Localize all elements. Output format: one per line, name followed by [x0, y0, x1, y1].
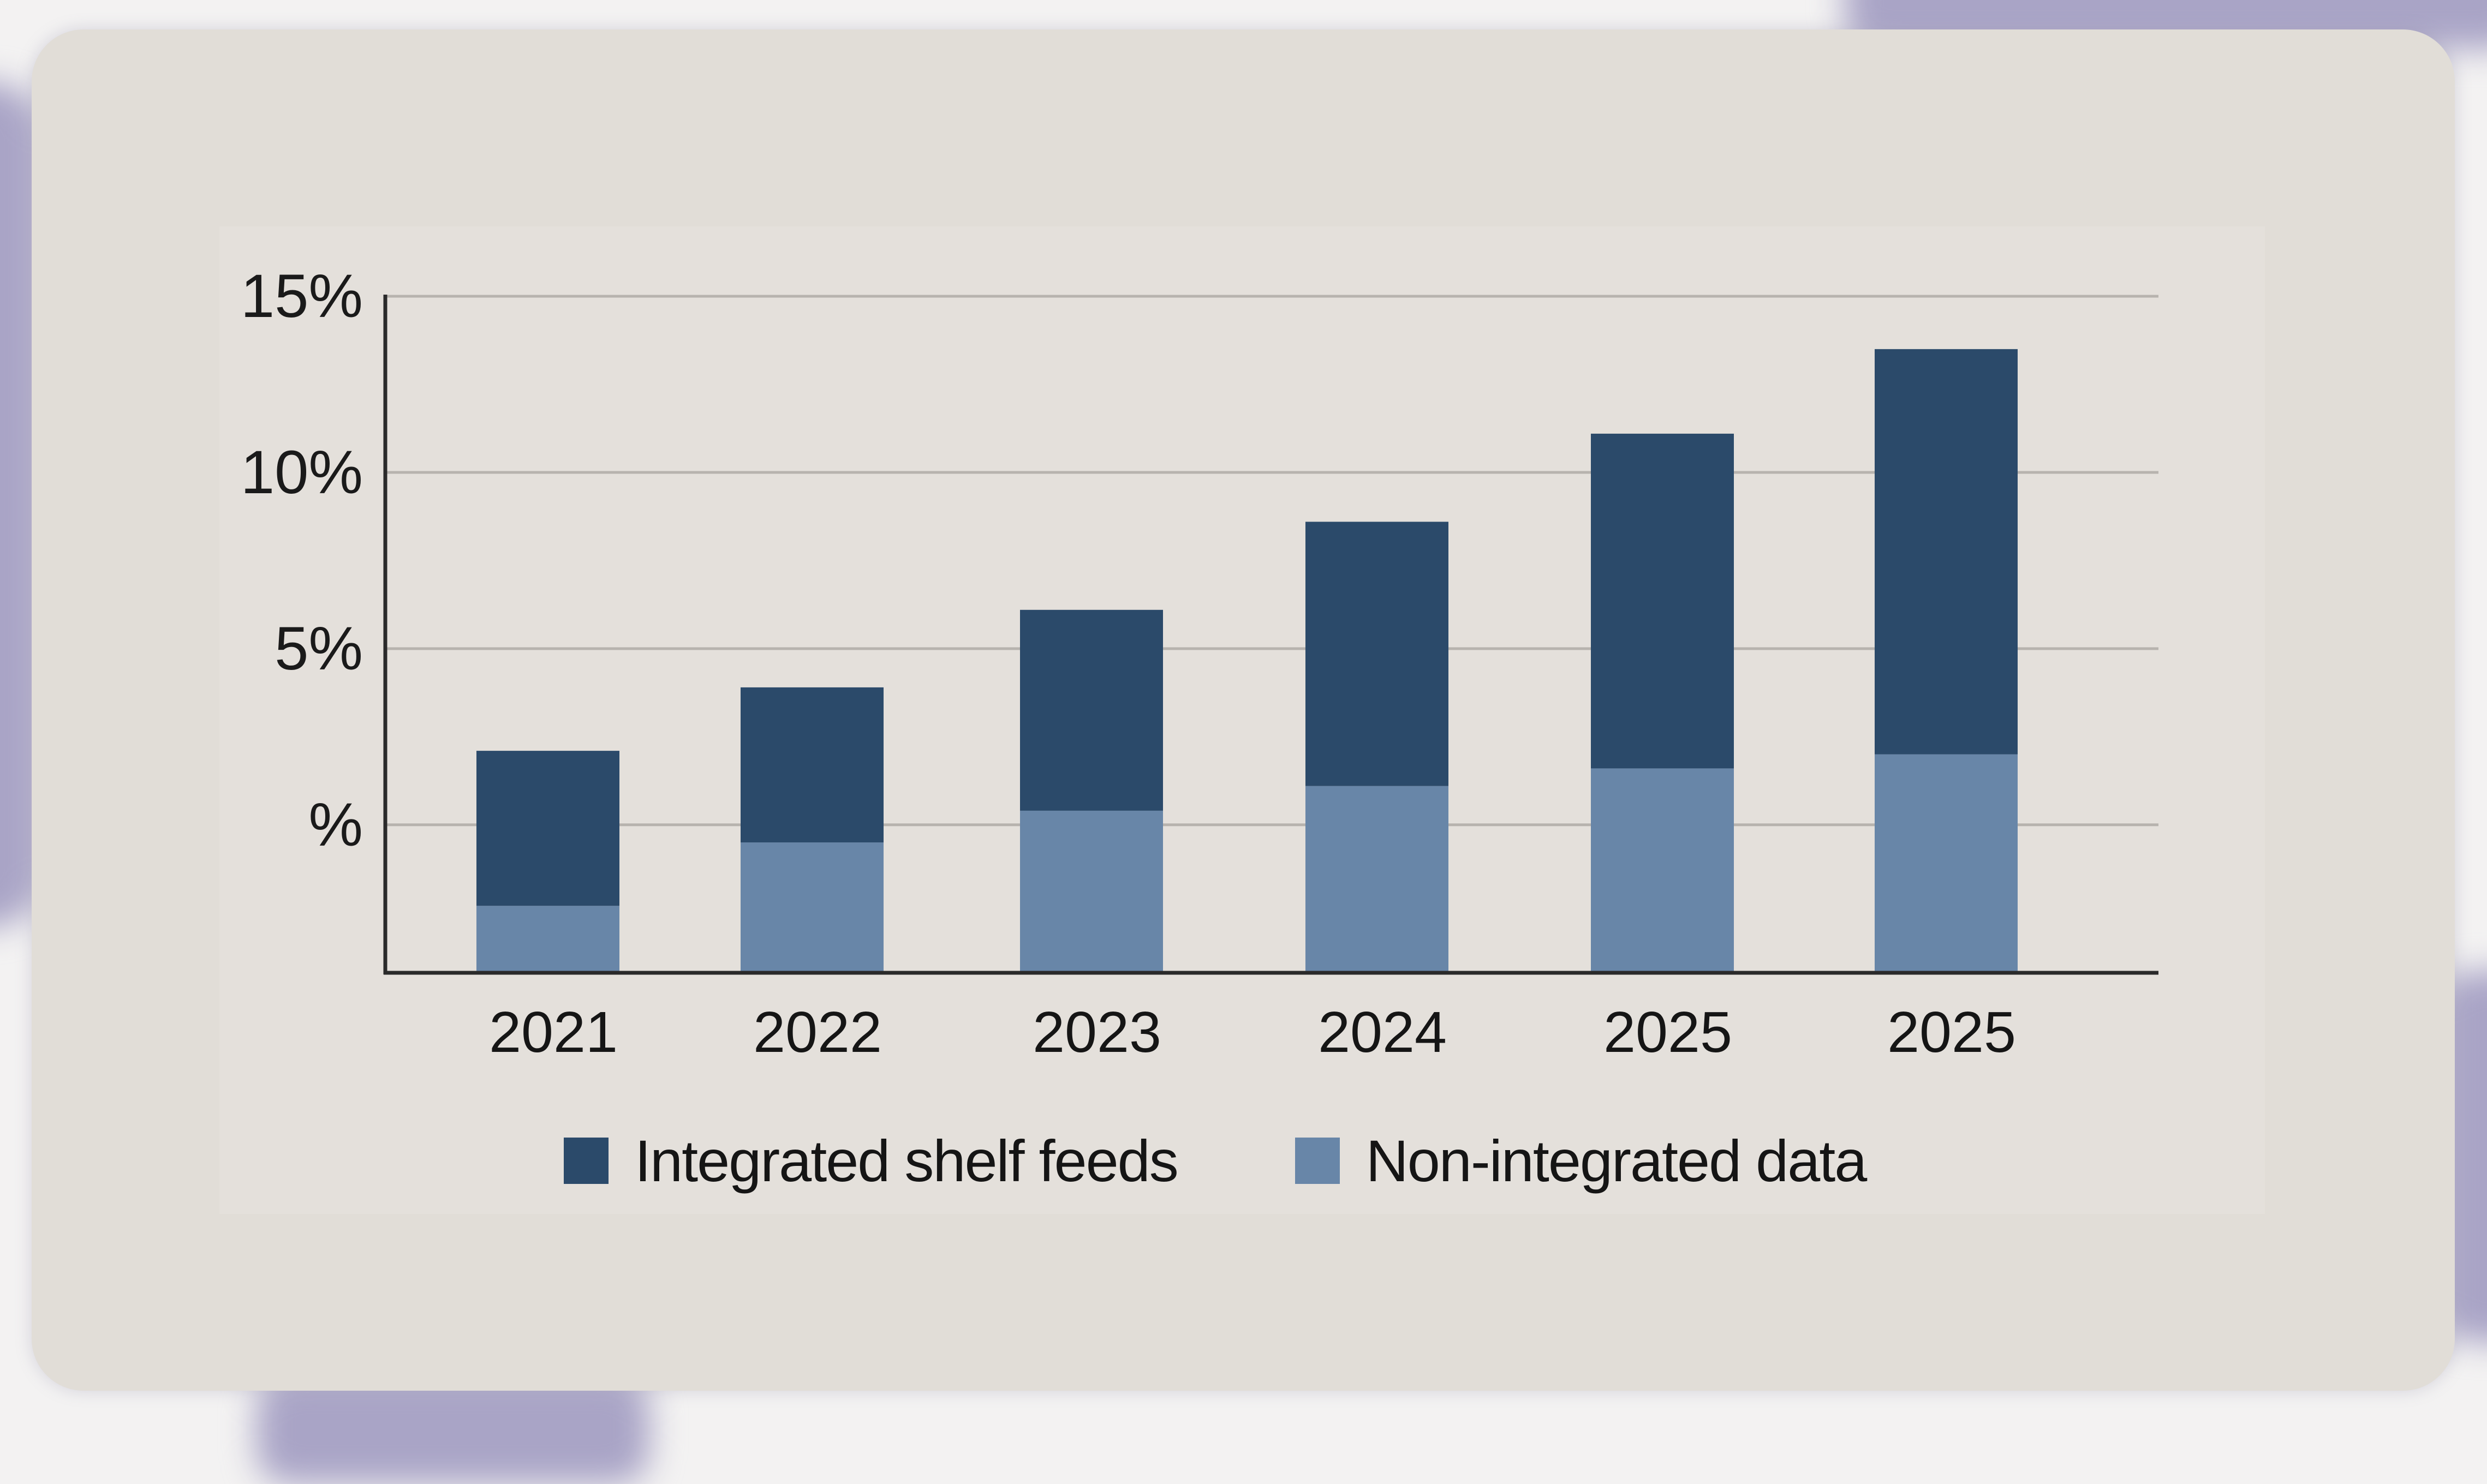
legend-item-non-integrated: Non-integrated data: [1295, 1127, 1868, 1195]
gridlines: [385, 295, 2158, 827]
chart-legend: Integrated shelf feeds Non-integrated da…: [564, 1127, 1983, 1195]
bar-segment-non-integrated: [1305, 786, 1448, 973]
x-tick-label: 2024: [1318, 1000, 1447, 1064]
bar-segment-non-integrated: [1020, 810, 1163, 973]
bar-segment-integrated: [741, 687, 884, 843]
y-tick-label: %: [308, 791, 363, 859]
legend-item-integrated: Integrated shelf feeds: [564, 1127, 1179, 1195]
bar-segment-integrated: [1875, 349, 2018, 755]
axes: [383, 295, 2158, 975]
x-axis-tick-labels: 2021 2022 2023 2024 2025 2025: [489, 1000, 2016, 1064]
bar-segment-non-integrated: [1875, 754, 2018, 973]
x-tick-label: 2021: [489, 1000, 618, 1064]
bar-segment-non-integrated: [741, 842, 884, 973]
bar-segment-integrated: [476, 751, 619, 906]
legend-swatch-integrated: [564, 1138, 609, 1184]
legend-label-non-integrated: Non-integrated data: [1365, 1128, 1868, 1194]
bar-segment-non-integrated: [1591, 768, 1734, 973]
bar-segment-integrated: [1591, 433, 1734, 769]
legend-label-integrated: Integrated shelf feeds: [635, 1128, 1179, 1194]
y-tick-label: 15%: [241, 262, 363, 330]
x-tick-label: 2025: [1887, 1000, 2016, 1064]
stacked-bar-chart: 15% 10% 5%% 2021 2022 2023 2024 2025 2025: [241, 262, 2158, 1064]
bar-segment-integrated: [1305, 522, 1448, 786]
x-tick-label: 2022: [753, 1000, 882, 1064]
bars: [476, 349, 2018, 973]
y-tick-label: 10%: [241, 438, 363, 506]
bar-segment-integrated: [1020, 609, 1163, 811]
y-axis-tick-labels: 15% 10% 5%%: [241, 262, 363, 859]
x-tick-label: 2023: [1033, 1000, 1161, 1064]
x-tick-label: 2025: [1603, 1000, 1732, 1064]
bar-segment-non-integrated: [476, 906, 619, 973]
legend-swatch-non-integrated: [1295, 1138, 1340, 1184]
y-tick-label: 5%: [275, 614, 363, 683]
